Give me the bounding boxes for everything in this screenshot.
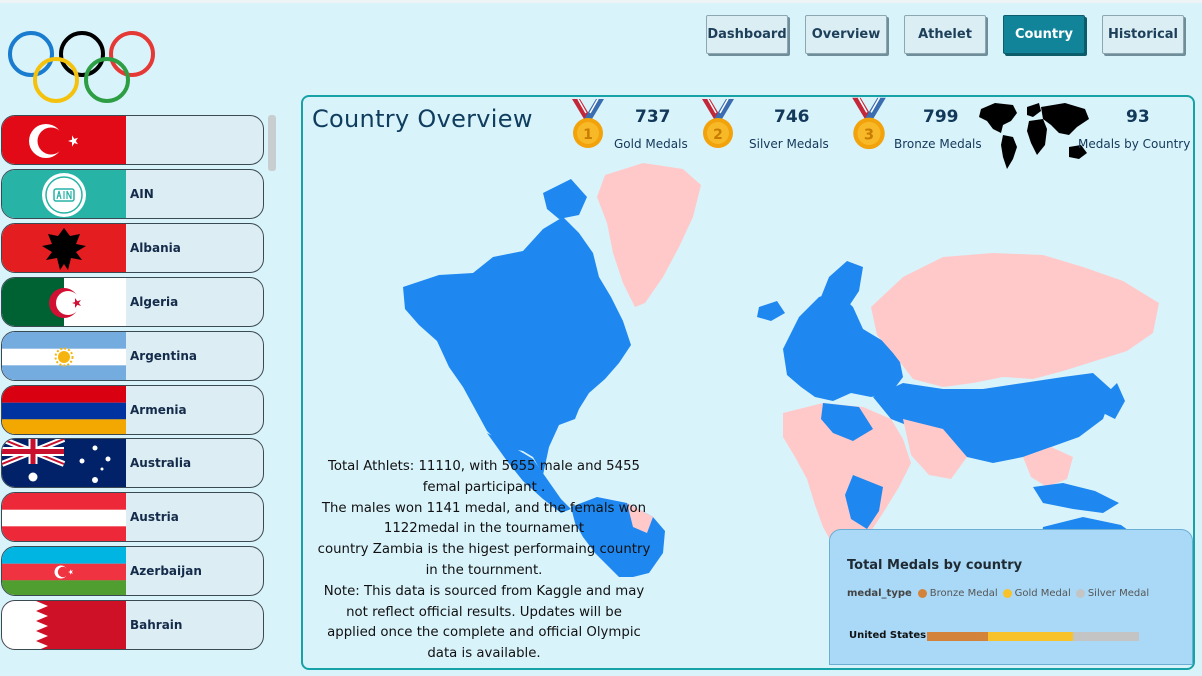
country-name: Austria xyxy=(130,510,179,524)
argentina-flag-icon xyxy=(2,332,126,380)
map-region-guianas xyxy=(627,503,653,533)
map-region-iceland xyxy=(757,301,785,321)
total-medals-title: Total Medals by country xyxy=(847,558,1023,573)
australia-flag-icon xyxy=(2,439,126,487)
world-map-icon xyxy=(979,103,1089,169)
country-item-azerbaijan[interactable]: Azerbaijan xyxy=(1,546,264,596)
country-item-armenia[interactable]: Armenia xyxy=(1,385,264,435)
country-name: Algeria xyxy=(130,295,179,309)
country-overview-panel: Country Overview 1 737 Gold Medals 2 746… xyxy=(301,95,1195,670)
note-line: Note: This data is sourced from Kaggle a… xyxy=(323,583,645,599)
map-region-north-america xyxy=(403,217,631,475)
country-list: AIN Albania Algeria Argentina xyxy=(0,113,266,676)
country-name: AIN xyxy=(130,187,154,201)
legend-item-silver[interactable]: Silver Medal xyxy=(1075,588,1149,599)
bar-segment-gold[interactable] xyxy=(988,632,1073,641)
note-line: country Zambia is the higest performaing… xyxy=(317,542,651,558)
turkey-flag-icon xyxy=(2,116,126,164)
gold-medals-label: Gold Medals xyxy=(614,137,688,151)
note-line: femal participant . xyxy=(422,479,546,495)
country-name: Albania xyxy=(130,241,181,255)
silver-medal-icon: 2 xyxy=(702,99,734,148)
map-region-arctic-islands xyxy=(543,179,587,219)
bronze-medals-value: 799 xyxy=(923,107,959,127)
country-item-austria[interactable]: Austria xyxy=(1,492,264,542)
nav-dashboard-button[interactable]: Dashboard xyxy=(706,15,788,54)
map-region-africa xyxy=(783,403,911,549)
country-item-argentina[interactable]: Argentina xyxy=(1,331,264,381)
note-line: not reflect official results. Updates wi… xyxy=(346,604,622,620)
silver-medals-value: 746 xyxy=(774,107,810,127)
country-item-bahrain[interactable]: Bahrain xyxy=(1,600,264,650)
legend-key: medal_type xyxy=(847,588,912,599)
country-item-albania[interactable]: Albania xyxy=(1,223,264,273)
armenia-flag-icon xyxy=(2,386,126,434)
map-region-indonesia xyxy=(1033,483,1119,513)
bar-row-label: United States xyxy=(849,630,927,641)
bahrain-flag-icon xyxy=(2,601,126,649)
svg-text:1: 1 xyxy=(583,127,593,143)
algeria-flag-icon xyxy=(2,278,126,326)
bronze-dot-icon xyxy=(917,589,927,598)
note-line: The males won 1141 medal, and the femals… xyxy=(321,500,647,516)
austria-flag-icon xyxy=(2,493,126,541)
legend-item-gold[interactable]: Gold Medal xyxy=(1002,588,1071,599)
note-line: Total Athlets: 11110, with 5655 male and… xyxy=(327,459,641,474)
silver-medals-label: Silver Medals xyxy=(749,137,829,151)
map-region-arabia xyxy=(903,419,967,479)
svg-text:3: 3 xyxy=(864,127,874,144)
gold-medal-icon: 1 xyxy=(572,99,604,148)
country-name: Bahrain xyxy=(130,618,183,632)
country-name: Azerbaijan xyxy=(130,564,202,578)
countries-label: Medals by Country xyxy=(1078,137,1191,151)
country-list-scrollbar[interactable] xyxy=(268,115,276,171)
gold-medals-value: 737 xyxy=(635,107,671,127)
bronze-medal-icon: 3 xyxy=(852,97,886,150)
bar-segment-bronze[interactable] xyxy=(927,632,988,641)
map-region-europe xyxy=(783,291,903,401)
gold-dot-icon xyxy=(1002,589,1012,598)
country-name: Armenia xyxy=(130,403,187,417)
map-region-east-africa xyxy=(845,475,883,529)
note-line: in the tournment. xyxy=(425,562,543,578)
ain-emblem-icon xyxy=(2,170,126,218)
country-item-australia[interactable]: Australia xyxy=(1,438,264,488)
medal-type-legend: medal_type Bronze Medal Gold Medal Silve… xyxy=(847,588,1154,599)
svg-text:2: 2 xyxy=(713,127,723,143)
nav-historical-button[interactable]: Historical xyxy=(1102,15,1184,54)
bar-segment-silver[interactable] xyxy=(1073,632,1139,641)
silver-dot-icon xyxy=(1075,589,1085,598)
map-region-north-africa xyxy=(821,403,873,441)
map-region-scandinavia xyxy=(813,261,863,321)
top-border xyxy=(0,0,1202,3)
note-line: 1122medal in the tournament xyxy=(383,521,585,537)
country-name: Australia xyxy=(130,456,192,470)
legend-item-bronze[interactable]: Bronze Medal xyxy=(917,588,998,599)
nav-overview-button[interactable]: Overview xyxy=(805,15,887,54)
country-item-ain[interactable]: AIN xyxy=(1,169,264,219)
albania-flag-icon xyxy=(2,224,126,272)
country-item-turkey[interactable] xyxy=(1,115,264,165)
page-title: Country Overview xyxy=(312,105,533,133)
olympic-rings-icon xyxy=(8,31,155,103)
note-line: applied once the complete and official O… xyxy=(327,625,641,641)
map-region-greenland xyxy=(597,163,701,307)
nav-country-button[interactable]: Country xyxy=(1003,15,1085,54)
map-region-russia xyxy=(871,253,1159,387)
map-region-central-america xyxy=(487,433,571,513)
map-region-japan xyxy=(1103,383,1125,419)
world-map xyxy=(403,163,1159,577)
countries-value: 93 xyxy=(1126,107,1150,127)
note-line: data is available. xyxy=(427,646,541,662)
country-name: Argentina xyxy=(130,349,197,363)
total-medals-card: Total Medals by country medal_type Bronz… xyxy=(829,529,1193,665)
azerbaijan-flag-icon xyxy=(2,547,126,595)
map-region-southeast-asia xyxy=(1023,447,1073,487)
summary-note: Total Athlets: 11110, with 5655 male and… xyxy=(303,457,665,665)
medal-stacked-bar[interactable] xyxy=(927,632,1139,641)
bronze-medals-label: Bronze Medals xyxy=(894,137,982,151)
nav-athelet-button[interactable]: Athelet xyxy=(904,15,986,54)
country-item-algeria[interactable]: Algeria xyxy=(1,277,264,327)
map-region-asia xyxy=(873,373,1113,463)
